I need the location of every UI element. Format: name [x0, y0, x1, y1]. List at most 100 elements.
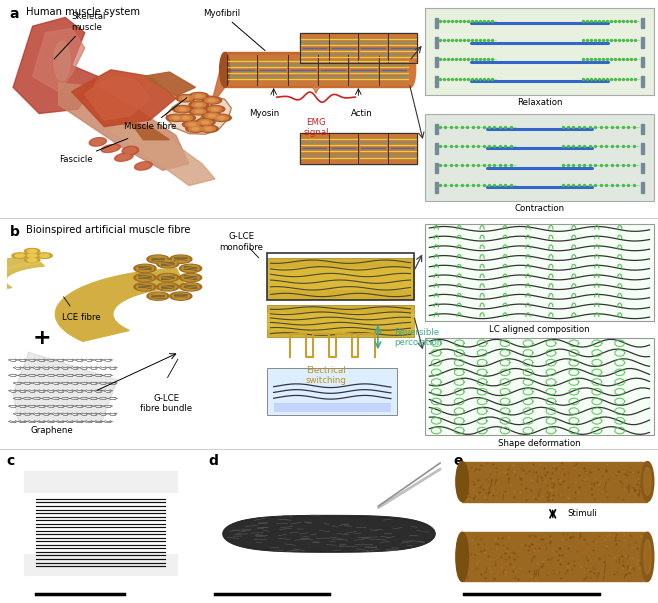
Ellipse shape: [182, 284, 199, 290]
Bar: [425, 8, 654, 95]
Bar: [435, 57, 438, 68]
Ellipse shape: [209, 99, 215, 102]
Ellipse shape: [182, 274, 199, 281]
Ellipse shape: [180, 274, 201, 282]
Ellipse shape: [205, 128, 212, 130]
Text: G-LCE
fibre bundle: G-LCE fibre bundle: [140, 394, 192, 413]
Bar: [641, 37, 644, 48]
Ellipse shape: [136, 284, 153, 290]
Text: LC aligned composition: LC aligned composition: [489, 324, 590, 333]
Ellipse shape: [644, 540, 651, 574]
Ellipse shape: [189, 92, 209, 99]
Ellipse shape: [134, 264, 156, 273]
Bar: [435, 143, 438, 154]
Ellipse shape: [179, 115, 193, 121]
Ellipse shape: [24, 257, 40, 263]
Bar: [641, 182, 644, 192]
Bar: [435, 37, 438, 48]
Polygon shape: [59, 83, 189, 170]
Ellipse shape: [92, 139, 103, 145]
Polygon shape: [166, 96, 232, 134]
Ellipse shape: [28, 254, 37, 257]
Ellipse shape: [189, 101, 209, 109]
Bar: [641, 18, 644, 28]
Ellipse shape: [12, 253, 28, 258]
Ellipse shape: [205, 106, 225, 113]
Ellipse shape: [157, 274, 179, 282]
Ellipse shape: [118, 154, 130, 160]
Ellipse shape: [195, 110, 202, 113]
Bar: [24, 554, 176, 575]
Ellipse shape: [157, 283, 179, 291]
Ellipse shape: [205, 113, 218, 118]
Bar: [267, 257, 414, 299]
Ellipse shape: [189, 108, 209, 115]
Text: Graphene: Graphene: [31, 426, 74, 435]
Ellipse shape: [101, 144, 120, 153]
Ellipse shape: [180, 264, 201, 273]
Ellipse shape: [195, 95, 202, 97]
Bar: [425, 224, 654, 321]
Bar: [300, 133, 417, 163]
Ellipse shape: [179, 96, 193, 101]
Bar: [641, 162, 644, 173]
Bar: [274, 403, 391, 412]
Ellipse shape: [159, 284, 176, 290]
Text: Stimuli: Stimuli: [567, 510, 597, 519]
Polygon shape: [55, 268, 186, 341]
Ellipse shape: [456, 532, 468, 581]
Ellipse shape: [170, 292, 192, 300]
Bar: [267, 268, 414, 289]
Bar: [225, 52, 411, 87]
Bar: [300, 133, 417, 163]
Polygon shape: [72, 70, 176, 127]
Polygon shape: [0, 262, 41, 289]
Bar: [435, 182, 438, 192]
Text: Relaxation: Relaxation: [517, 98, 562, 107]
Ellipse shape: [54, 42, 70, 81]
Ellipse shape: [147, 292, 169, 300]
Bar: [641, 124, 644, 134]
Bar: [227, 55, 409, 85]
Text: G-LCE
monofibre: G-LCE monofibre: [219, 232, 263, 251]
Bar: [641, 143, 644, 154]
Ellipse shape: [182, 121, 202, 128]
Polygon shape: [85, 77, 150, 120]
Ellipse shape: [212, 108, 218, 110]
Ellipse shape: [134, 283, 156, 291]
Bar: [267, 368, 397, 415]
Polygon shape: [13, 17, 98, 113]
Polygon shape: [55, 268, 186, 341]
Text: Contraction: Contraction: [515, 204, 565, 213]
Bar: [267, 253, 414, 300]
Text: +: +: [33, 329, 52, 349]
Ellipse shape: [122, 147, 139, 155]
Ellipse shape: [202, 126, 215, 131]
Bar: [425, 113, 654, 201]
Ellipse shape: [176, 107, 190, 112]
Ellipse shape: [147, 255, 169, 264]
Text: Reversible
percolation: Reversible percolation: [394, 327, 442, 347]
Ellipse shape: [192, 128, 199, 130]
Text: d: d: [208, 454, 218, 468]
Text: Myosin: Myosin: [249, 109, 279, 118]
Text: Skeletal
muscle: Skeletal muscle: [54, 12, 106, 59]
Ellipse shape: [192, 103, 205, 107]
Ellipse shape: [179, 108, 186, 110]
Bar: [300, 33, 417, 63]
Polygon shape: [223, 516, 435, 552]
Ellipse shape: [202, 121, 209, 124]
Ellipse shape: [136, 265, 153, 271]
Ellipse shape: [169, 115, 183, 121]
Text: Shape deformation: Shape deformation: [498, 439, 581, 448]
Ellipse shape: [644, 467, 651, 496]
Ellipse shape: [15, 254, 24, 257]
Text: Electrical
switching: Electrical switching: [305, 366, 346, 385]
Ellipse shape: [189, 126, 202, 131]
Ellipse shape: [180, 283, 201, 291]
Text: Fascicle: Fascicle: [59, 139, 128, 164]
Ellipse shape: [182, 116, 189, 119]
Ellipse shape: [208, 107, 222, 112]
Ellipse shape: [641, 461, 654, 502]
Bar: [267, 313, 414, 329]
